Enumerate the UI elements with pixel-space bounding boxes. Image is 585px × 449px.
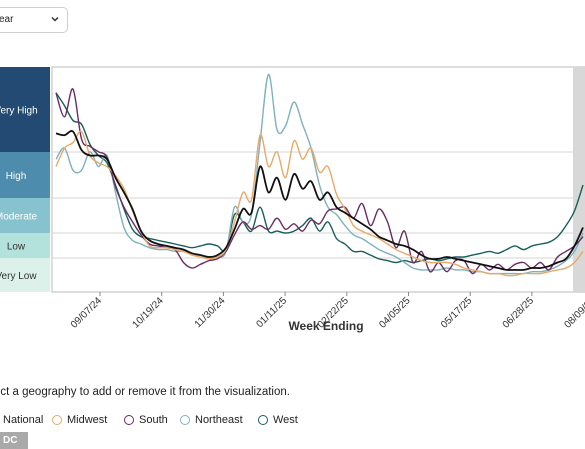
x-axis-title: Week Ending	[288, 319, 363, 333]
level-band-1	[0, 152, 50, 198]
series-line-midwest	[55, 130, 584, 277]
x-tick-label: 11/30/24	[193, 295, 228, 330]
level-band-3	[0, 233, 50, 258]
current-period-shade	[573, 67, 585, 292]
level-label: Very High	[0, 106, 38, 117]
legend-label: West	[273, 414, 298, 426]
series-line-west	[55, 92, 584, 264]
legend-swatch	[180, 415, 190, 425]
level-label: Low	[7, 242, 26, 253]
legend-swatch	[52, 415, 62, 425]
series-line-northeast	[55, 73, 584, 275]
chart: Very High High Moderate Low Very Low 09/07/2…	[0, 66, 585, 333]
legend-label: National	[3, 414, 44, 426]
plot-frame	[51, 66, 585, 293]
legend-label: South	[139, 414, 168, 426]
legend-item-south[interactable]: South	[124, 414, 168, 426]
x-tick-label: 10/19/24	[131, 295, 167, 331]
level-label: Very Low	[0, 271, 37, 282]
level-label: High	[6, 171, 27, 182]
level-label: Moderate	[0, 212, 38, 223]
legend: National Midwest South Northeast West	[0, 414, 585, 430]
chevron-down-icon	[51, 16, 59, 22]
legend-label: Northeast	[195, 414, 243, 426]
level-band-2	[0, 198, 50, 233]
legend-swatch	[124, 415, 134, 425]
level-band-4	[0, 258, 50, 292]
instruction-text: ect a geography to add or remove it from…	[0, 386, 290, 398]
series-line-south	[55, 88, 584, 275]
x-tick-label: 06/28/25	[501, 295, 537, 331]
legend-item-northeast[interactable]: Northeast	[180, 414, 243, 426]
series-line-national	[55, 130, 584, 271]
time-range-select-label: ear	[0, 14, 14, 25]
legend-swatch	[258, 415, 268, 425]
x-tick-label: 04/05/25	[377, 295, 413, 331]
time-range-select[interactable]: ear	[0, 7, 68, 33]
source-watermark: DC	[0, 432, 28, 449]
legend-label: Midwest	[67, 414, 108, 426]
x-tick-label: 09/07/24	[69, 295, 105, 331]
x-tick-label: 08/09/25	[562, 295, 585, 331]
x-tick-label: 01/11/25	[254, 295, 289, 330]
legend-item-midwest[interactable]: Midwest	[52, 414, 107, 426]
legend-item-national[interactable]: National	[0, 414, 43, 426]
level-band-0	[0, 67, 50, 152]
legend-item-west[interactable]: West	[258, 414, 298, 426]
x-tick-label: 05/17/25	[439, 295, 475, 331]
